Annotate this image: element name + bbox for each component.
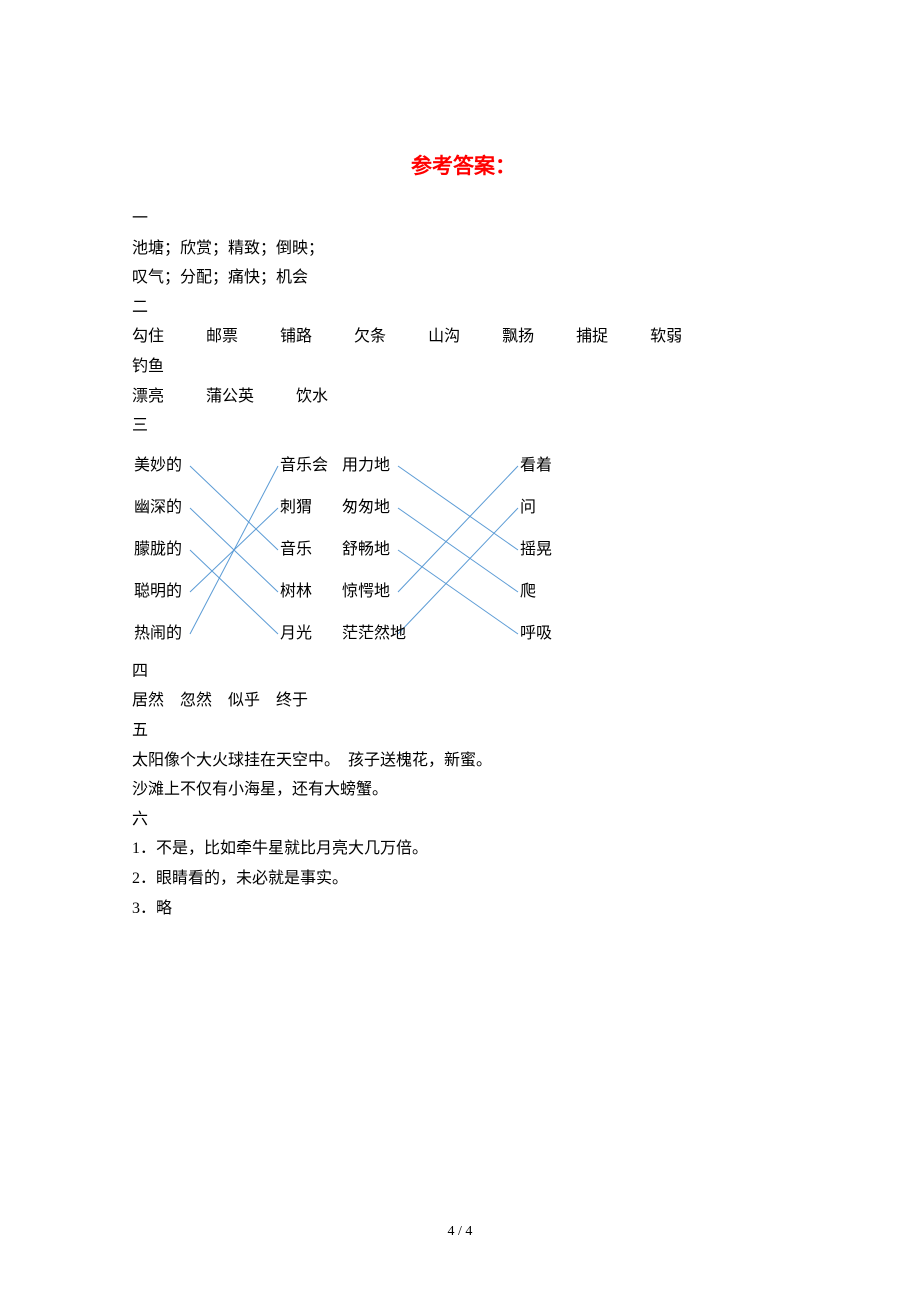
match-item: 看着 — [520, 445, 552, 487]
word-item: 软弱 — [650, 322, 682, 352]
word-item: 蒲公英 — [206, 382, 254, 412]
match-item: 舒畅地 — [342, 529, 406, 571]
word-item: 捕捉 — [576, 322, 608, 352]
match-line — [398, 508, 518, 634]
word-item: 漂亮 — [132, 382, 164, 412]
word-item: 钓鱼 — [132, 352, 164, 382]
match-item: 爬 — [520, 571, 552, 613]
page: 参考答案： 一 池塘；欣赏；精致；倒映； 叹气；分配；痛快；机会 二 勾住 邮票 铺… — [0, 0, 920, 1302]
match-line — [398, 550, 518, 634]
match-line — [190, 466, 278, 550]
match-col-right-1: 音乐会刺猬音乐树林月光 — [280, 445, 328, 655]
match-item: 幽深的 — [134, 487, 182, 529]
section-4-words: 居然 忽然 似乎 终于 — [132, 686, 795, 716]
section-6-heading: 六 — [132, 805, 795, 835]
section-2-row-2: 漂亮 蒲公英 饮水 — [132, 382, 795, 412]
match-item: 音乐会 — [280, 445, 328, 487]
section-5-line-2: 沙滩上不仅有小海星，还有大螃蟹。 — [132, 775, 795, 805]
section-4-heading: 四 — [132, 657, 795, 687]
match-item: 月光 — [280, 613, 328, 655]
match-col-left-1: 美妙的幽深的朦胧的聪明的热闹的 — [134, 445, 182, 655]
page-number: 4 / 4 — [0, 1224, 920, 1240]
word-item: 饮水 — [296, 382, 328, 412]
section-6-item-3: 3．略 — [132, 894, 795, 924]
match-line — [398, 508, 518, 592]
matching-diagram: 美妙的幽深的朦胧的聪明的热闹的 音乐会刺猬音乐树林月光 用力地匆匆地舒畅地惊愕地… — [130, 445, 670, 655]
section-5-heading: 五 — [132, 716, 795, 746]
match-item: 朦胧的 — [134, 529, 182, 571]
match-item: 树林 — [280, 571, 328, 613]
section-2-heading: 二 — [132, 293, 795, 323]
match-item: 音乐 — [280, 529, 328, 571]
section-6-item-2: 2．眼睛看的，未必就是事实。 — [132, 864, 795, 894]
match-line — [190, 550, 278, 634]
match-item: 热闹的 — [134, 613, 182, 655]
match-item: 刺猬 — [280, 487, 328, 529]
match-line — [398, 466, 518, 550]
match-col-left-2: 用力地匆匆地舒畅地惊愕地茫茫然地 — [342, 445, 406, 655]
word-item: 欠条 — [354, 322, 386, 352]
section-5-line-1: 太阳像个大火球挂在天空中。 孩子送槐花，新蜜。 — [132, 746, 795, 776]
section-1-heading: 一 — [132, 204, 795, 234]
match-item: 聪明的 — [134, 571, 182, 613]
section-3-heading: 三 — [132, 411, 795, 441]
word-item: 铺路 — [280, 322, 312, 352]
word-item: 飘扬 — [502, 322, 534, 352]
word-item: 邮票 — [206, 322, 238, 352]
match-item: 问 — [520, 487, 552, 529]
word-item: 勾住 — [132, 322, 164, 352]
match-item: 惊愕地 — [342, 571, 406, 613]
page-title: 参考答案： — [132, 150, 795, 180]
match-item: 摇晃 — [520, 529, 552, 571]
match-col-right-2: 看着问摇晃爬呼吸 — [520, 445, 552, 655]
match-item: 呼吸 — [520, 613, 552, 655]
match-item: 匆匆地 — [342, 487, 406, 529]
match-item: 用力地 — [342, 445, 406, 487]
match-item: 茫茫然地 — [342, 613, 406, 655]
section-1-line-1: 池塘；欣赏；精致；倒映； — [132, 234, 795, 264]
section-6-item-1: 1．不是，比如牵牛星就比月亮大几万倍。 — [132, 834, 795, 864]
section-1-line-2: 叹气；分配；痛快；机会 — [132, 263, 795, 293]
match-line — [190, 466, 278, 634]
section-2-row-1: 勾住 邮票 铺路 欠条 山沟 飘扬 捕捉 软弱钓鱼 — [132, 322, 795, 381]
match-item: 美妙的 — [134, 445, 182, 487]
match-line — [398, 466, 518, 592]
word-item: 山沟 — [428, 322, 460, 352]
